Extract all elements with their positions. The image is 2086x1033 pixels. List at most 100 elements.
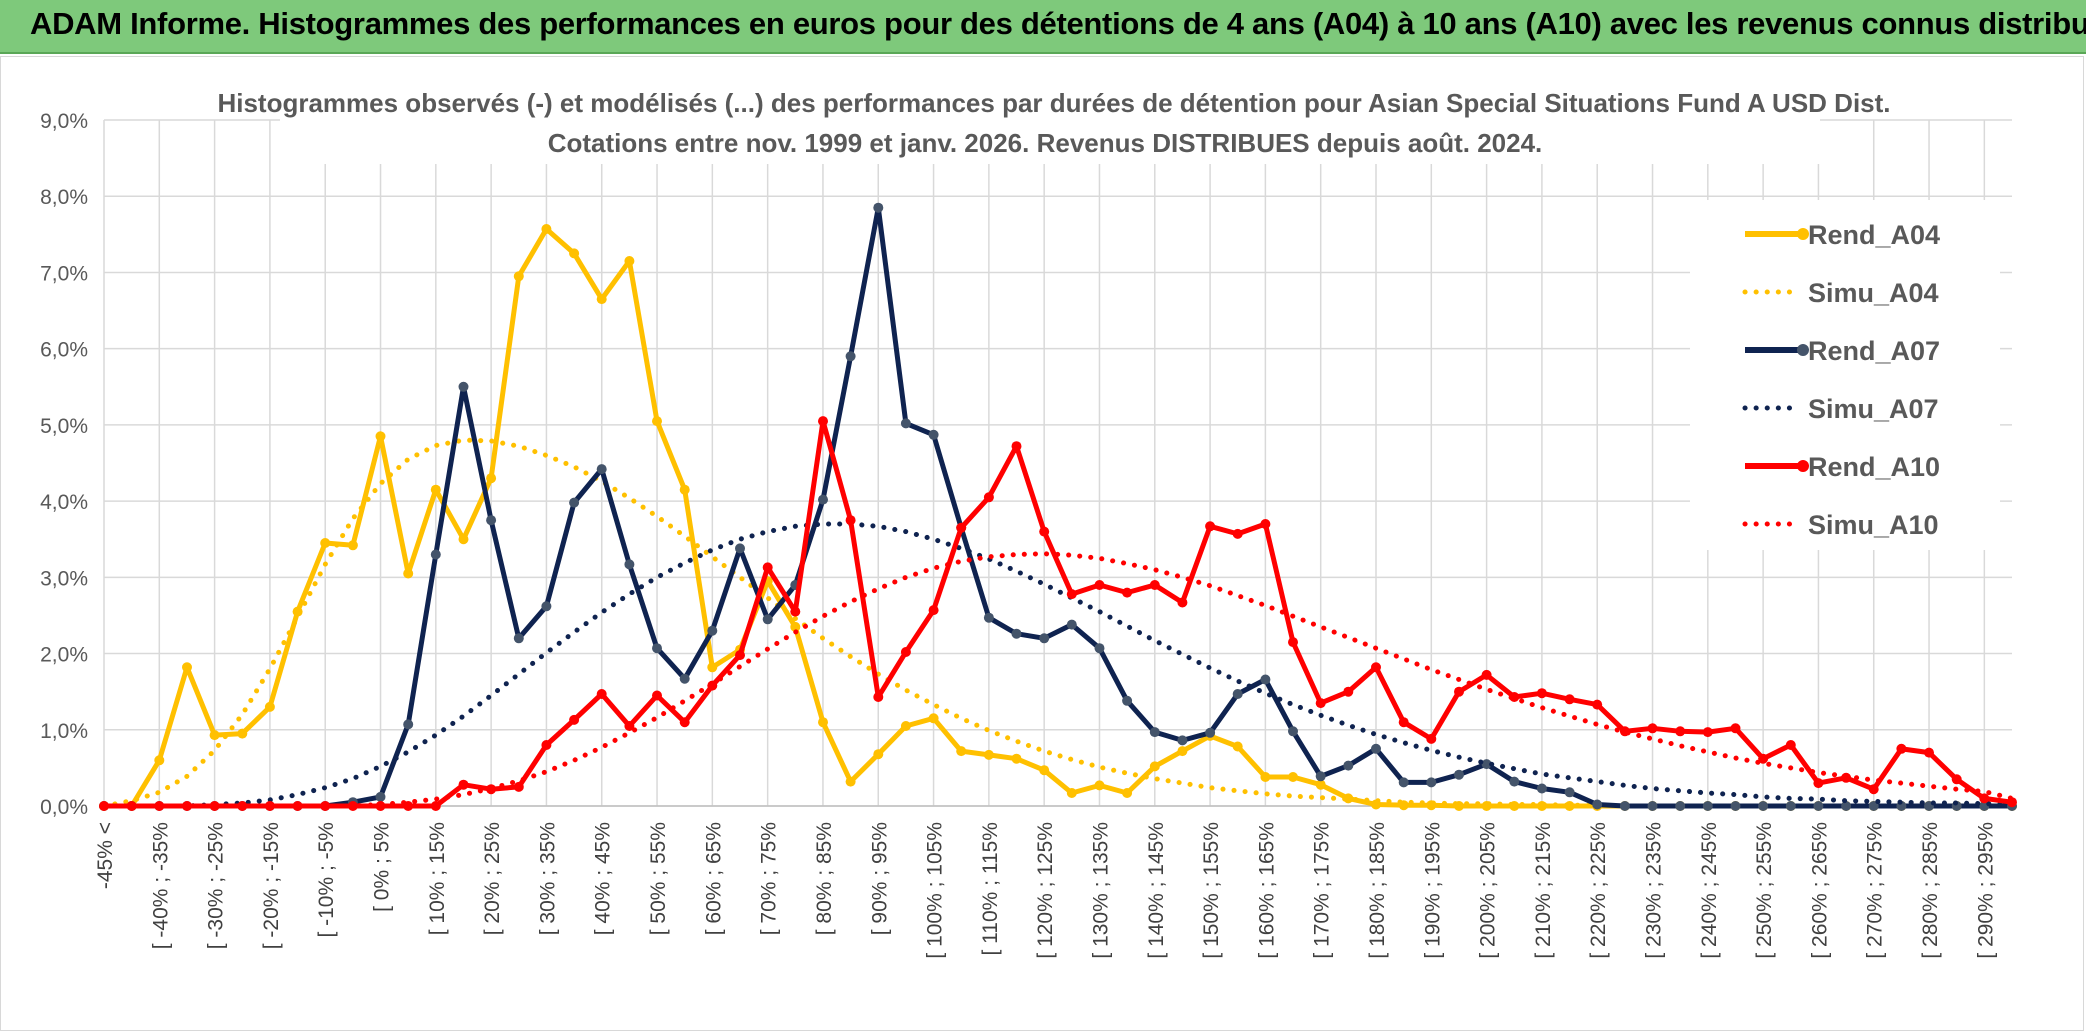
legend-marker-rend-a10 <box>1797 460 1809 472</box>
point-rend-a07 <box>1398 777 1409 788</box>
x-tick-label: [ 40% ; 45% <box>592 822 615 935</box>
point-rend-a10 <box>1039 526 1050 537</box>
x-tick-label: [ -20% ; -15% <box>260 822 283 949</box>
x-tick-label: [ 0% ; 5% <box>371 822 394 912</box>
x-tick-label: -45% < <box>94 822 117 889</box>
x-tick-label: [ -30% ; -25% <box>205 822 228 949</box>
legend-background <box>1690 200 2000 550</box>
point-rend-a04 <box>1232 741 1243 752</box>
point-rend-a10 <box>1260 519 1271 529</box>
point-rend-a04 <box>1315 779 1326 790</box>
point-rend-a04 <box>513 271 524 282</box>
point-rend-a10 <box>1730 723 1741 734</box>
point-rend-a10 <box>1758 753 1769 764</box>
point-rend-a10 <box>1371 662 1381 673</box>
x-tick-label: [ 220% ; 225% <box>1587 822 1610 959</box>
point-rend-a04 <box>1039 765 1050 776</box>
point-rend-a10 <box>735 650 745 661</box>
point-rend-a04 <box>264 701 275 712</box>
point-rend-a07 <box>1066 619 1077 630</box>
series-simu-a10 <box>101 551 2015 809</box>
point-rend-a07 <box>375 791 386 802</box>
x-tick-label: [ 200% ; 205% <box>1477 822 1500 959</box>
y-tick-label: 2,0% <box>40 644 88 667</box>
point-rend-a10 <box>430 801 441 811</box>
point-rend-a10 <box>182 801 192 811</box>
point-rend-a07 <box>1868 801 1879 811</box>
legend-label-rend-a07: Rend_A07 <box>1808 336 1940 366</box>
x-tick-label: [ 170% ; 175% <box>1311 822 1334 959</box>
x-tick-label: [ 90% ; 95% <box>868 822 891 935</box>
point-rend-a04 <box>1149 761 1160 772</box>
header-banner: ADAM Informe. Histogrammes des performan… <box>0 0 2086 54</box>
point-rend-a07 <box>1564 787 1575 798</box>
x-tick-label: [ 10% ; 15% <box>426 822 449 935</box>
point-rend-a04 <box>707 662 718 673</box>
point-rend-a10 <box>928 605 939 616</box>
chart-title-line-2: Cotations entre nov. 1999 et janv. 2026.… <box>548 128 1543 158</box>
point-rend-a07 <box>1592 799 1603 810</box>
point-rend-a07 <box>983 612 994 623</box>
point-rend-a04 <box>845 776 856 787</box>
point-rend-a07 <box>541 601 552 612</box>
point-rend-a10 <box>1066 589 1077 600</box>
point-rend-a10 <box>1343 686 1354 697</box>
point-rend-a10 <box>347 801 358 811</box>
x-tick-label: [ 80% ; 85% <box>813 822 836 935</box>
point-rend-a07 <box>1481 759 1492 770</box>
report-title: ADAM Informe. Histogrammes des performan… <box>30 6 2086 41</box>
point-rend-a04 <box>209 730 220 741</box>
point-rend-a04 <box>403 568 414 579</box>
point-rend-a04 <box>818 717 828 728</box>
point-rend-a10 <box>126 801 137 811</box>
point-rend-a07 <box>624 559 635 570</box>
point-rend-a10 <box>845 515 856 526</box>
point-rend-a04 <box>873 749 884 760</box>
point-rend-a04 <box>1288 772 1298 782</box>
point-rend-a10 <box>541 740 552 750</box>
y-tick-label: 0,0% <box>40 796 88 819</box>
point-rend-a10 <box>1564 694 1575 705</box>
point-rend-a10 <box>652 690 662 701</box>
point-rend-a04 <box>928 713 939 724</box>
point-rend-a04 <box>956 746 967 757</box>
point-rend-a10 <box>1951 774 1962 785</box>
x-tick-label: [ 110% ; 115% <box>979 822 1002 955</box>
title-background <box>280 78 1820 164</box>
x-tick-label: [ 190% ; 195% <box>1421 822 1444 959</box>
point-rend-a07 <box>707 625 718 636</box>
point-rend-a07 <box>873 202 884 213</box>
point-rend-a10 <box>1205 521 1216 532</box>
point-rend-a10 <box>458 779 469 790</box>
x-tick-label: [ 30% ; 35% <box>536 822 559 935</box>
point-rend-a07 <box>900 418 911 429</box>
x-tick-label: [ 20% ; 25% <box>481 822 504 935</box>
point-rend-a04 <box>652 416 662 427</box>
chart-title-group: Histogrammes observés (-) et modélisés (… <box>217 78 1891 164</box>
point-rend-a10 <box>292 801 303 811</box>
series-simu-a04 <box>101 437 2015 809</box>
point-rend-a07 <box>1841 801 1852 811</box>
point-rend-a04 <box>458 534 469 545</box>
point-rend-a10 <box>1094 580 1105 590</box>
point-rend-a07 <box>762 614 773 625</box>
x-tick-label: [ -10% ; -5% <box>315 822 338 938</box>
point-rend-a10 <box>513 781 524 792</box>
point-rend-a10 <box>1868 784 1879 795</box>
point-rend-a04 <box>1094 780 1105 791</box>
point-rend-a07 <box>458 381 469 392</box>
point-rend-a04 <box>347 540 358 551</box>
point-rend-a04 <box>182 662 192 673</box>
chart-title-line-1: Histogrammes observés (-) et modélisés (… <box>217 88 1890 118</box>
point-rend-a07 <box>430 549 441 560</box>
point-rend-a07 <box>1011 628 1022 639</box>
point-rend-a04 <box>983 749 994 760</box>
point-rend-a04 <box>154 755 165 766</box>
legend-label-simu-a10: Simu_A10 <box>1808 510 1939 540</box>
point-rend-a10 <box>762 562 773 573</box>
point-rend-a07 <box>1426 777 1437 788</box>
legend-marker-rend-a07 <box>1797 344 1809 356</box>
x-tick-label: [ -40% ; -35% <box>149 822 172 949</box>
point-rend-a07 <box>679 673 690 684</box>
x-tick-label: [ 160% ; 165% <box>1255 822 1278 959</box>
